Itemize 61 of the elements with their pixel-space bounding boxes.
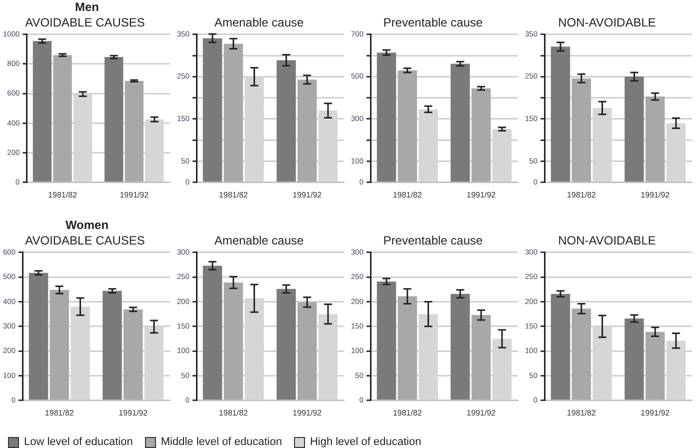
bar <box>550 46 570 182</box>
bar <box>646 332 665 400</box>
bar <box>298 80 317 182</box>
x-tick-label: 1991/92 <box>292 190 322 200</box>
bar <box>28 272 48 400</box>
bar <box>450 294 470 400</box>
bar <box>450 64 470 182</box>
bar <box>572 78 591 182</box>
bar <box>276 60 296 182</box>
bar <box>124 80 144 182</box>
bar <box>398 70 417 182</box>
x-tick-label: 1981/82 <box>392 408 422 418</box>
x-tick-label: 1991/92 <box>120 190 150 200</box>
chart-subtitle: Women <box>64 218 110 234</box>
x-tick-label: 1991/92 <box>466 190 496 200</box>
bar <box>298 302 317 400</box>
x-tick-label: 1981/82 <box>218 408 248 418</box>
bar <box>376 282 396 400</box>
chart-title: NON-AVOIDABLE <box>558 16 656 30</box>
bar <box>224 44 243 182</box>
bar <box>550 294 570 400</box>
x-tick-label: 1991/92 <box>466 408 496 418</box>
chart-title: Amenable cause <box>214 234 304 248</box>
bar <box>472 315 491 400</box>
bar <box>53 55 72 182</box>
bar <box>572 308 591 400</box>
bar <box>624 76 644 182</box>
chart-title: Preventable cause <box>383 16 484 30</box>
bar <box>202 38 222 182</box>
x-tick-label: 1981/82 <box>218 190 248 200</box>
x-tick-label: 1981/82 <box>566 190 596 200</box>
x-tick-label: 1981/82 <box>392 190 422 200</box>
x-tick-label: 1991/92 <box>118 408 148 418</box>
bar <box>224 282 243 400</box>
x-tick-label: 1991/92 <box>640 190 670 200</box>
legend-label: High level of education <box>310 436 422 448</box>
chart-title: Preventable cause <box>383 234 484 248</box>
x-tick-label: 1981/82 <box>44 408 74 418</box>
bar <box>624 318 644 400</box>
legend-label: Middle level of education <box>160 436 282 448</box>
legend-label: Low level of education <box>24 436 133 448</box>
bar <box>102 290 122 400</box>
bar <box>104 57 124 182</box>
x-tick-label: 1981/82 <box>48 190 78 200</box>
chart-subtitle: Men <box>74 0 100 16</box>
bar <box>32 41 52 182</box>
chart-title: NON-AVOIDABLE <box>558 234 656 248</box>
chart-title: AVOIDABLE CAUSES <box>25 234 145 248</box>
bar <box>50 290 69 400</box>
bar <box>646 96 665 182</box>
chart-title: Amenable cause <box>214 16 304 30</box>
bar <box>202 266 222 400</box>
bar <box>276 288 296 400</box>
bar <box>124 309 143 400</box>
chart-title: AVOIDABLE CAUSES <box>25 16 145 30</box>
bar <box>398 296 417 400</box>
bar <box>472 88 491 182</box>
x-tick-label: 1991/92 <box>292 408 322 418</box>
x-tick-label: 1991/92 <box>640 408 670 418</box>
x-tick-label: 1981/82 <box>566 408 596 418</box>
bar <box>376 52 396 182</box>
